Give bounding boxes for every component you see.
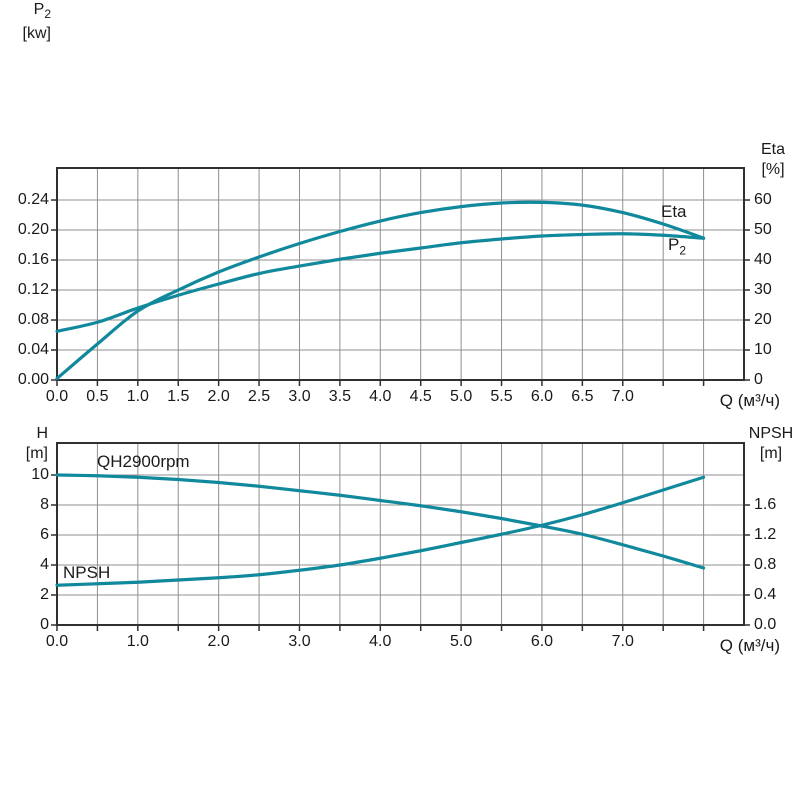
npsh-axis-unit: [m] [759, 445, 783, 462]
y-left-tick-label: 10 [31, 465, 49, 483]
curve-qh2900rpm [55, 473, 706, 570]
x-tick-label: 0.0 [45, 388, 69, 405]
npsh-curve-label: NPSH [63, 563, 111, 582]
x-tick-label: 7.0 [611, 388, 634, 405]
x-tick-label: 4.0 [369, 633, 392, 650]
y-right-tick-label: 20 [754, 311, 772, 328]
y-right-tick-label: 40 [754, 251, 772, 268]
y-right-tick-label: 0.4 [754, 586, 777, 603]
eta-axis-unit: [%] [761, 161, 785, 178]
curve-npsh [55, 475, 706, 587]
y-left-tick-label: 2 [40, 585, 49, 603]
h-axis-unit: [m] [25, 445, 48, 462]
q-axis-title-bottom: Q (м³/ч) [719, 636, 780, 655]
h-axis-title: H [m] [0, 424, 48, 464]
y-right-tick-label: 10 [754, 341, 772, 358]
y-left-tick-label: 0.12 [17, 281, 49, 298]
y-left-tick-label: 0.16 [17, 251, 49, 268]
y-right-tick-label: 0.0 [754, 616, 777, 633]
y-left-tick-label: 0 [40, 616, 49, 633]
y-left-tick-label: 6 [40, 525, 49, 543]
npsh-axis-title: NPSH [m] [743, 424, 799, 464]
x-tick-label: 6.0 [530, 388, 554, 405]
x-tick-label: 5.0 [449, 633, 473, 650]
x-tick-label: 6.0 [530, 633, 554, 650]
x-tick-label: 3.0 [288, 388, 311, 405]
eta-axis-title: Eta [%] [749, 140, 797, 180]
p2-axis-unit: [kw] [22, 25, 51, 43]
y-right-tick-label: 30 [754, 281, 772, 298]
x-tick-label: 4.5 [409, 388, 432, 405]
y-left-tick-label: 0.20 [17, 221, 49, 239]
curve-p2 [55, 232, 706, 333]
h-axis-label: H [36, 425, 48, 442]
x-tick-label: 0.5 [86, 388, 109, 405]
x-tick-label: 3.0 [288, 633, 311, 650]
y-left-tick-label: 0.08 [17, 311, 49, 328]
p2-axis-title: P2 [kw] [0, 0, 51, 44]
eta-curve-label: Eta [661, 202, 687, 221]
x-tick-label: 0.0 [45, 633, 69, 650]
y-right-tick-label: 0.8 [754, 556, 777, 573]
y-left-tick-label: 0.00 [17, 371, 49, 388]
curve-eta [55, 200, 706, 381]
npsh-axis-label: NPSH [748, 425, 794, 442]
x-tick-label: 4.0 [369, 388, 392, 405]
y-left-tick-label: 8 [40, 495, 49, 513]
x-tick-label: 2.0 [207, 633, 230, 650]
x-tick-label: 2.5 [247, 388, 271, 405]
y-right-tick-label: 1.6 [754, 496, 777, 513]
x-tick-label: 2.0 [207, 388, 230, 405]
p2-curve-label: P2 [668, 235, 687, 258]
x-tick-label: 1.0 [126, 388, 149, 405]
y-right-tick-label: 60 [754, 191, 772, 208]
q-axis-title-top: Q (м³/ч) [719, 391, 780, 410]
y-left-tick-label: 4 [40, 555, 49, 573]
y-left-tick-label: 0.04 [17, 341, 49, 358]
x-tick-label: 5.5 [490, 388, 513, 405]
eta-axis-label: Eta [760, 141, 785, 158]
x-tick-label: 5.0 [449, 388, 473, 405]
x-tick-label: 1.0 [126, 633, 149, 650]
y-right-tick-label: 50 [754, 221, 772, 238]
x-tick-label: 7.0 [611, 633, 634, 650]
x-tick-label: 1.5 [167, 388, 190, 405]
y-left-tick-label: 0.24 [17, 191, 49, 209]
y-right-tick-label: 0 [754, 371, 763, 388]
x-tick-label: 3.5 [328, 388, 351, 405]
p2-axis-label: P2 [33, 1, 51, 22]
y-right-tick-label: 1.2 [754, 526, 777, 543]
qh-curve-label: QH2900rpm [97, 452, 190, 471]
x-tick-label: 6.5 [571, 388, 594, 405]
